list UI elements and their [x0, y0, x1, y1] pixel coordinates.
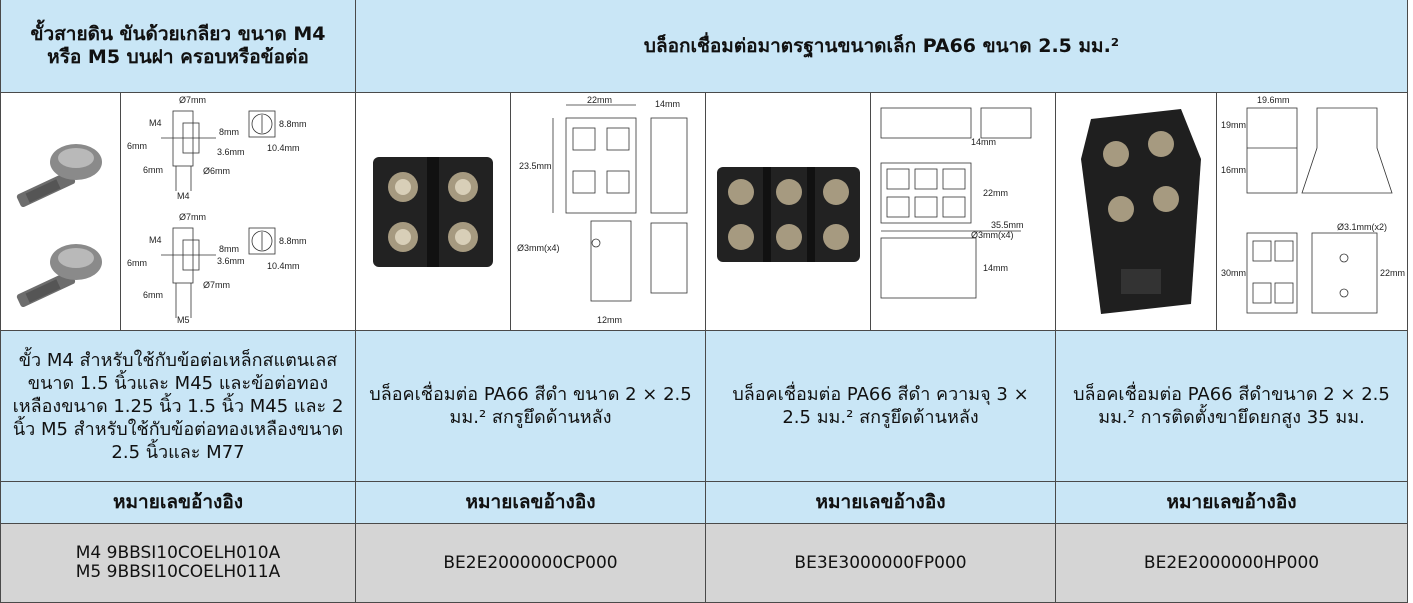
dimension-label: Ø7mm	[203, 280, 230, 290]
dimension-label: 23.5mm	[519, 161, 552, 171]
photo-terminal-block	[373, 156, 493, 267]
dimension-label: 16mm	[1221, 165, 1246, 175]
photo-cell	[706, 93, 871, 331]
header-cell: ขั้วสายดิน ขันด้วยเกลียว ขนาด M4 หรือ M5…	[0, 0, 356, 93]
description-cell: ขั้ว M4 สำหรับใช้กับข้อต่อเหล็กสแตนเลสขน…	[0, 331, 356, 482]
ref-header-cell: หมายเลขอ้างอิง	[0, 482, 356, 524]
drawing-cell: 19.6mm 19mm 16mm Ø3.1mm(x2) 30mm 22mm	[1217, 93, 1408, 331]
drawing-shapes	[1246, 107, 1393, 314]
ref-header: หมายเลขอ้างอิง	[112, 491, 244, 513]
dimension-label: 8mm	[219, 127, 239, 137]
dimension-label: 35.5mm	[991, 220, 1024, 230]
header-text: บล็อกเชื่อมต่อมาตรฐานขนาดเล็ก PA66 ขนาด …	[643, 34, 1120, 57]
header-text: ขั้วสายดิน ขันด้วยเกลียว ขนาด M4 หรือ M5…	[30, 23, 326, 68]
dimension-label: 6mm	[143, 290, 163, 300]
drawing-cell: Ø7mm M4 8mm 6mm 3.6mm 8.8mm 10.4mm 6mm Ø…	[121, 93, 356, 331]
ref-cell: BE2E2000000HP000	[1056, 524, 1408, 603]
dimension-label: 14mm	[983, 263, 1008, 273]
description-text: บล็อคเชื่อมต่อ PA66 สีดำ ความจุ 3 × 2.5 …	[732, 384, 1029, 428]
description-text: บล็อคเชื่อมต่อ PA66 สีดำ ขนาด 2 × 2.5 มม…	[369, 384, 692, 428]
description-text: บล็อคเชื่อมต่อ PA66 สีดำขนาด 2 × 2.5 มม.…	[1073, 384, 1390, 428]
screw	[16, 243, 102, 307]
dimension-label: 8.8mm	[279, 236, 307, 246]
ref-code: BE2E2000000HP000	[1143, 552, 1320, 573]
dimension-label: M4	[149, 235, 162, 245]
ref-cell: BE2E2000000CP000	[356, 524, 706, 603]
ref-code: M5 9BBSI10COELH011A	[75, 562, 281, 582]
dimension-label: 10.4mm	[267, 143, 300, 153]
ref-header: หมายเลขอ้างอิง	[815, 491, 946, 513]
ref-header-cell: หมายเลขอ้างอิง	[356, 482, 706, 524]
dimension-label: M5	[177, 315, 190, 325]
dimension-label: 14mm	[655, 99, 680, 109]
dimension-label: 8mm	[219, 244, 239, 254]
ref-header: หมายเลขอ้างอิง	[465, 491, 596, 513]
ref-header: หมายเลขอ้างอิง	[1166, 491, 1297, 513]
dimension-label: Ø3mm(x4)	[517, 243, 560, 253]
ref-code: BE2E2000000CP000	[443, 552, 618, 573]
dimension-label: M4	[177, 191, 190, 201]
drawing-cell: 22mm 14mm 23.5mm Ø3mm(x4) 12mm	[511, 93, 706, 331]
dimension-label: 8.8mm	[279, 119, 307, 129]
dimension-label: 6mm	[127, 141, 147, 151]
description-cell: บล็อคเชื่อมต่อ PA66 สีดำขนาด 2 × 2.5 มม.…	[1056, 331, 1408, 482]
photo-terminal-block	[716, 166, 860, 262]
dimension-label: 19mm	[1221, 120, 1246, 130]
dimension-label: Ø3.1mm(x2)	[1337, 222, 1387, 232]
dimension-label: 6mm	[127, 258, 147, 268]
ref-code: BE3E3000000FP000	[794, 552, 967, 573]
dimension-label: 3.6mm	[217, 256, 245, 266]
dimension-label: 14mm	[971, 137, 996, 147]
dimension-label: 30mm	[1221, 268, 1246, 278]
dimension-label: M4	[149, 118, 162, 128]
drawing-cell: 14mm 22mm 35.5mm Ø3mm(x4) 14mm	[871, 93, 1056, 331]
drawing: Ø7mm M4 8mm 6mm 3.6mm 8.8mm 10.4mm 6mm Ø…	[127, 95, 307, 325]
photo-cell	[356, 93, 511, 331]
dimension-label: Ø3mm(x4)	[971, 230, 1014, 240]
dimension-label: Ø7mm	[179, 212, 206, 222]
ref-header-cell: หมายเลขอ้างอิง	[1056, 482, 1408, 524]
dimension-label: 12mm	[597, 315, 622, 325]
photo-cell	[1056, 93, 1217, 331]
drawing: 19.6mm 19mm 16mm Ø3.1mm(x2) 30mm 22mm	[1221, 95, 1405, 314]
screw	[16, 143, 102, 207]
dimension-label: 19.6mm	[1257, 95, 1290, 105]
drawing-shapes	[161, 110, 276, 318]
dimension-label: 6mm	[143, 165, 163, 175]
ref-code: M4 9BBSI10COELH010A	[75, 543, 281, 563]
dimension-label: 22mm	[983, 188, 1008, 198]
dimension-label: 3.6mm	[217, 147, 245, 157]
ref-header-cell: หมายเลขอ้างอิง	[706, 482, 1056, 524]
ref-cell: M4 9BBSI10COELH010A M5 9BBSI10COELH011A	[0, 524, 356, 603]
description-cell: บล็อคเชื่อมต่อ PA66 สีดำ ความจุ 3 × 2.5 …	[706, 331, 1056, 482]
drawing: 14mm 22mm 35.5mm Ø3mm(x4) 14mm	[880, 107, 1032, 299]
drawing: 22mm 14mm 23.5mm Ø3mm(x4) 12mm	[517, 95, 688, 325]
dimension-label: Ø6mm	[203, 166, 230, 176]
dimension-label: Ø7mm	[179, 95, 206, 105]
header-cell: บล็อกเชื่อมต่อมาตรฐานขนาดเล็ก PA66 ขนาด …	[356, 0, 1408, 93]
drawing-shapes	[880, 107, 1032, 299]
drawing-shapes	[552, 104, 688, 302]
photo-terminal-block	[1081, 109, 1201, 314]
ref-cell: BE3E3000000FP000	[706, 524, 1056, 603]
dimension-label: 22mm	[587, 95, 612, 105]
description-cell: บล็อคเชื่อมต่อ PA66 สีดำ ขนาด 2 × 2.5 มม…	[356, 331, 706, 482]
description-text: ขั้ว M4 สำหรับใช้กับข้อต่อเหล็กสแตนเลสขน…	[12, 349, 344, 463]
dimension-label: 10.4mm	[267, 261, 300, 271]
dimension-label: 22mm	[1380, 268, 1405, 278]
photo-screws	[16, 143, 102, 307]
photo-cell	[0, 93, 121, 331]
